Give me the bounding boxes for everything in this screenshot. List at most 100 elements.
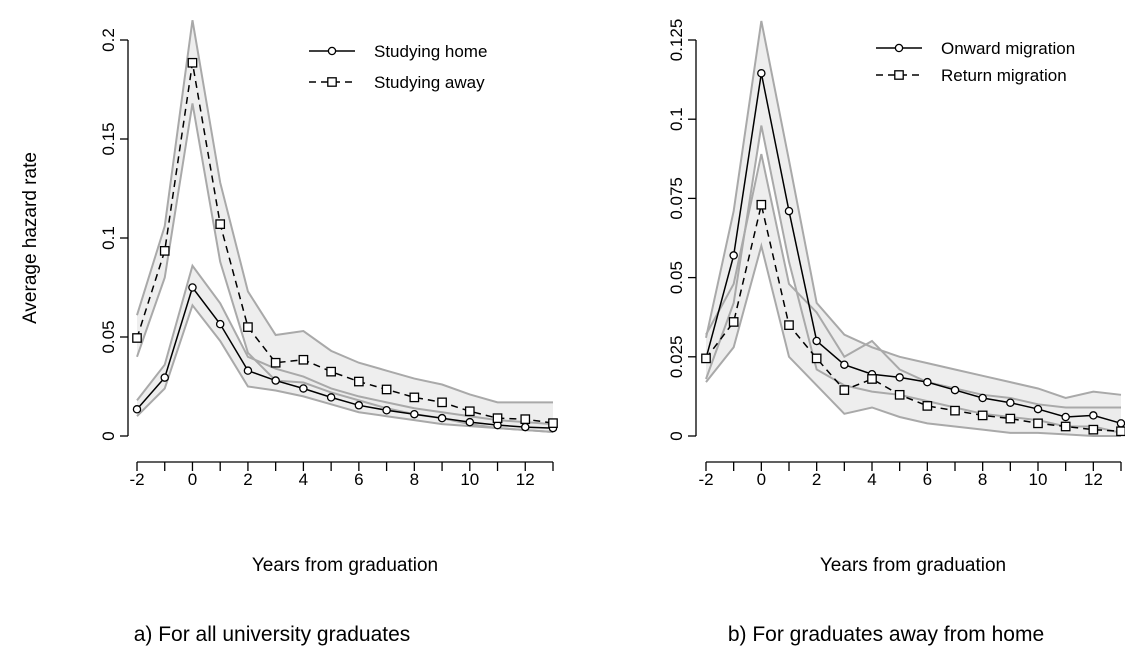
data-point: [270, 357, 281, 368]
ci-band-edge: [136, 103, 554, 434]
x-tick-label: 2: [243, 470, 252, 489]
y-tick-label: 0.05: [99, 320, 118, 353]
data-point: [923, 377, 932, 387]
data-point: [756, 199, 767, 210]
ci-band: [137, 265, 553, 433]
data-point: [728, 317, 739, 327]
data-point: [326, 366, 336, 377]
data-point: [521, 422, 530, 432]
data-point: [1005, 413, 1016, 424]
data-point: [215, 319, 225, 329]
data-point: [784, 206, 794, 216]
data-point: [464, 406, 475, 417]
y-tick-label: 0.025: [667, 336, 686, 379]
caption: a) For all university graduates: [134, 623, 411, 646]
legend: Studying home Studying away: [309, 42, 487, 92]
x-tick-label: -2: [129, 470, 144, 489]
ci-band-edge: [705, 153, 1121, 409]
x-tick-label: 12: [1084, 470, 1103, 489]
data-point: [977, 410, 988, 421]
ci-band-edge: [705, 241, 1121, 437]
data-point: [548, 418, 558, 428]
data-point: [867, 374, 877, 384]
series-line: [705, 204, 1122, 432]
data-point: [215, 219, 226, 229]
x-axis-label: Years from graduation: [252, 555, 438, 576]
data-point: [1033, 404, 1043, 414]
x-tick-label: 8: [410, 470, 419, 489]
data-point: [895, 373, 904, 382]
data-point: [465, 417, 475, 427]
series-line: [136, 62, 554, 424]
data-point: [243, 366, 253, 375]
y-tick-label: 0: [667, 431, 686, 440]
data-point: [701, 353, 711, 364]
data-point: [187, 57, 198, 68]
y-tick-label: 0.125: [667, 19, 686, 62]
data-point: [950, 405, 960, 416]
y-tick-label: 0.075: [667, 177, 686, 220]
x-tick-label: 6: [354, 470, 363, 489]
data-point: [784, 320, 794, 330]
data-point: [381, 384, 392, 395]
data-point: [437, 413, 447, 423]
ci-band: [706, 154, 1121, 436]
x-tick-label: 10: [460, 470, 479, 489]
x-tick-label: 0: [188, 470, 197, 489]
data-point: [812, 336, 821, 346]
data-point: [950, 385, 960, 395]
y-tick-label: 0.05: [667, 261, 686, 294]
data-point: [757, 69, 766, 78]
data-point: [1033, 418, 1043, 429]
panel-a: 0 0.05 0.1 0.15 0.2 -2 0 2 4 6 8 10 12 Studying home…: [20, 20, 558, 646]
data-point: [354, 376, 364, 387]
series-line: [136, 285, 554, 429]
x-tick-label: 6: [923, 470, 932, 489]
legend: Onward migration Return migration: [876, 39, 1075, 85]
data-point: [839, 385, 850, 395]
data-point: [271, 376, 280, 385]
data-point: [520, 414, 531, 425]
x-axis-label: Years from graduation: [820, 555, 1006, 576]
y-tick-label: 0.15: [99, 122, 118, 155]
legend-marker: [894, 43, 904, 53]
y-tick-label: 0.2: [99, 28, 118, 52]
x-tick-label: 4: [299, 470, 308, 489]
data-point: [188, 283, 197, 292]
y-tick-label: 0: [99, 431, 118, 440]
legend-label: Studying home: [374, 42, 487, 61]
y-tick-label: 0.1: [99, 226, 118, 250]
data-point: [492, 413, 503, 424]
data-point: [1061, 412, 1070, 422]
legend-label: Studying away: [374, 73, 485, 92]
data-point: [132, 333, 142, 343]
data-point: [1060, 421, 1071, 432]
y-axis-label: Average hazard rate: [20, 152, 41, 324]
data-point: [1089, 411, 1098, 420]
x-tick-label: 8: [978, 470, 987, 489]
x-tick-label: 2: [812, 470, 821, 489]
series-line: [705, 73, 1122, 425]
data-point: [326, 393, 336, 402]
data-point: [160, 373, 169, 382]
caption: b) For graduates away from home: [728, 623, 1044, 646]
data-point: [132, 405, 142, 414]
data-point: [1006, 398, 1015, 407]
data-point: [410, 409, 419, 419]
data-point: [840, 360, 849, 369]
legend-marker: [894, 70, 904, 80]
legend-label: Return migration: [941, 66, 1067, 85]
data-point: [298, 354, 309, 365]
legend-marker: [327, 46, 337, 56]
data-point: [1116, 426, 1125, 437]
data-point: [922, 401, 933, 411]
data-point: [978, 393, 987, 403]
legend-marker: [327, 77, 337, 87]
data-point: [409, 392, 420, 403]
x-tick-label: 0: [757, 470, 766, 489]
ci-band-edge: [705, 20, 1122, 400]
data-point: [299, 384, 308, 393]
data-point: [1116, 419, 1125, 428]
x-tick-label: 12: [516, 470, 535, 489]
